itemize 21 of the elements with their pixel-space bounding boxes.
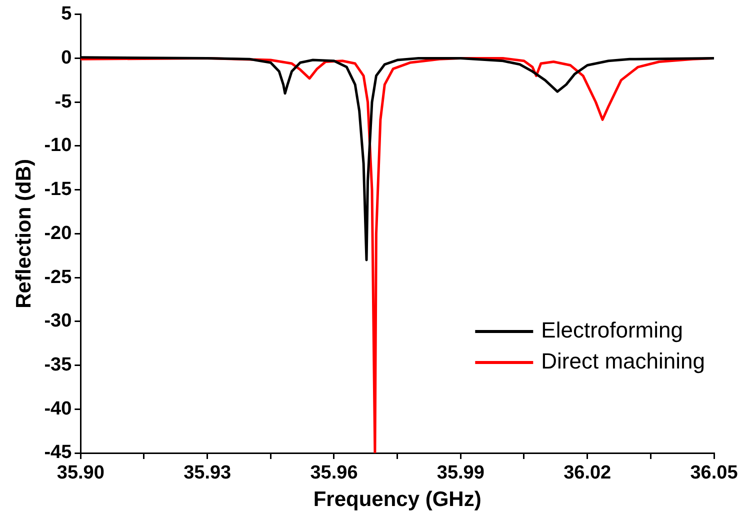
y-tick-label: -10 (44, 135, 72, 156)
x-tick-label: 35.90 (56, 462, 104, 484)
y-tick-label: 5 (61, 4, 72, 25)
y-tick-label: -40 (44, 398, 72, 420)
y-tick-label: 0 (61, 47, 72, 68)
x-tick-label: 35.93 (184, 462, 232, 484)
y-tick-label: -35 (44, 354, 72, 376)
y-tick-label: -25 (44, 266, 72, 288)
y-tick-label: -15 (44, 179, 72, 200)
legend-label: Electroforming (541, 318, 684, 343)
x-tick-label: 35.99 (436, 462, 484, 484)
y-tick-label: -5 (54, 91, 72, 112)
y-axis-title: Reflection (dB) (12, 159, 36, 308)
x-tick-label: 35.96 (310, 462, 358, 484)
y-tick-label: -30 (44, 310, 72, 332)
x-tick-label: 36.02 (564, 462, 612, 484)
x-axis-title: Frequency (GHz) (313, 488, 482, 512)
y-tick-label: -45 (44, 442, 72, 464)
legend-label: Direct machining (541, 348, 706, 374)
x-tick-label: 36.05 (690, 462, 738, 484)
y-tick-label: -20 (44, 222, 72, 244)
